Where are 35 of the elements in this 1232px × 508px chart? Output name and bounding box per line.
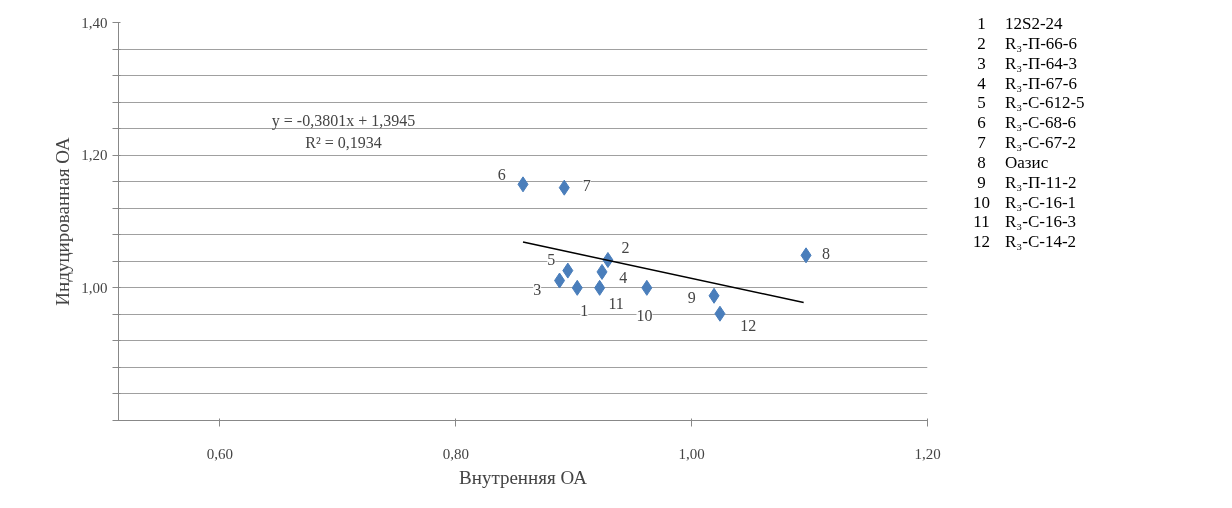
- text: 12 R₃-С-14-2: [972, 232, 1078, 253]
- text: 7 R₃-С-67-2: [976, 133, 1078, 153]
- annotation: 12: [740, 317, 757, 335]
- annotation: R² = 0,1934: [305, 134, 382, 151]
- annotation: 9: [687, 289, 696, 307]
- annotation: 6: [497, 165, 506, 183]
- text: 11 R₃-С-16-3: [972, 212, 1078, 233]
- y-tick-label: 1,20: [81, 147, 108, 164]
- text: 2 R₃-П-66-6: [976, 33, 1079, 54]
- annotation: 11: [608, 295, 624, 313]
- annotation: 8: [822, 244, 831, 262]
- text: 9 R₃-П-11-2: [976, 172, 1078, 193]
- text: 1 12S2-24: [976, 14, 1064, 34]
- y-tick-label: 1,40: [81, 14, 108, 31]
- annotation: 5: [547, 251, 556, 269]
- text: 8 Оазис: [976, 152, 1050, 173]
- text: 4 R₃-П-67-6: [976, 73, 1079, 94]
- text: 6 R₃-С-68-6: [976, 113, 1078, 134]
- annotation: 7: [582, 177, 591, 195]
- annotation: 2: [621, 238, 630, 256]
- x-tick-label: 1,00: [678, 445, 705, 462]
- annotation: 10: [636, 306, 653, 324]
- text: 5 R₃-С-612-5: [976, 93, 1086, 114]
- annotation: y = -0,3801x + 1,3945: [271, 112, 416, 130]
- x-tick-label: 1,20: [914, 445, 941, 462]
- x-tick-label: 0,60: [206, 445, 234, 462]
- text: 3 R₃-П-64-3: [976, 53, 1079, 74]
- annotation: 3: [533, 280, 542, 298]
- annotation: 1: [580, 301, 589, 319]
- y-axis-title: Индуцированная ОА: [52, 137, 74, 306]
- x-axis-title: Внутренняя ОА: [459, 466, 588, 488]
- y-tick-label: 1,00: [81, 279, 108, 296]
- annotation: 4: [619, 268, 628, 286]
- x-tick-label: 0,80: [442, 445, 469, 462]
- text: 10 R₃-С-16-1: [972, 192, 1078, 213]
